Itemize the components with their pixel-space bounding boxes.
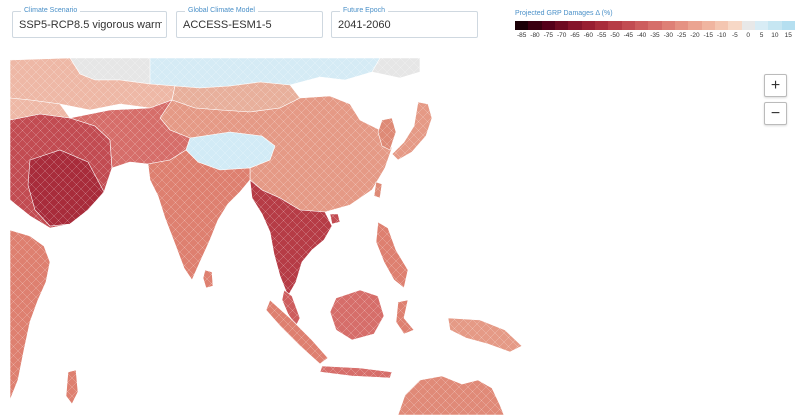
region-hainan (329, 213, 341, 225)
legend-tick-label: -30 (663, 32, 673, 39)
legend-swatch (634, 21, 649, 30)
legend-ticks: -85 -80 -75 -70 -65 -60 -55 -50 -45 -40 -35 -30 -25-… (515, 32, 795, 39)
legend-swatch (674, 21, 689, 30)
legend-swatch (594, 21, 609, 30)
legend-tick-label: -15 (703, 32, 713, 39)
legend-tick-label: -20 (690, 32, 700, 39)
legend-tick-label: -10 (716, 32, 727, 39)
legend-tick-label: -50 (610, 32, 620, 39)
legend-swatch (581, 21, 595, 30)
future-epoch-select[interactable]: Future Epoch 2041-2060 (331, 6, 478, 38)
zoom-in-button[interactable]: + (764, 74, 787, 97)
legend-swatch (554, 21, 569, 30)
legend-tick-label: -35 (650, 32, 660, 39)
legend-swatch (648, 21, 662, 30)
legend-tick-label: -25 (676, 32, 687, 39)
legend-swatch (728, 21, 742, 30)
legend-swatch (568, 21, 582, 30)
legend-swatch (608, 21, 622, 30)
climate-scenario-label: Climate Scenario (21, 6, 81, 16)
climate-scenario-value: SSP5-RCP8.5 vigorous warmi (19, 19, 162, 31)
legend-tick-label: -80 (530, 32, 540, 39)
climate-model-value: ACCESS-ESM1-5 (183, 19, 272, 31)
legend-swatch (688, 21, 702, 30)
legend-tick-label: -70 (556, 32, 567, 39)
legend-tick-label: -55 (596, 32, 607, 39)
legend-swatch (714, 21, 729, 30)
legend-tick-label: 0 (746, 32, 751, 39)
legend-swatch (754, 21, 769, 30)
legend-title: Projected GRP Damages Δ (%) (515, 10, 613, 17)
zoom-out-button[interactable]: − (764, 102, 787, 125)
legend-tick-label: -5 (732, 32, 738, 39)
legend: Projected GRP Damages Δ (%) -85 -80 -75 -70… (515, 8, 795, 39)
legend-swatch (781, 21, 795, 30)
climate-model-select[interactable]: Global Climate Model ACCESS-ESM1-5 (176, 6, 323, 38)
legend-swatch (741, 21, 755, 30)
legend-tick-label: 15 (784, 32, 792, 39)
legend-swatch (621, 21, 635, 30)
future-epoch-value: 2041-2060 (338, 19, 391, 31)
legend-tick-label: -75 (543, 32, 554, 39)
legend-swatch (661, 21, 675, 30)
legend-tick-label: -40 (636, 32, 647, 39)
legend-color-bar (515, 21, 795, 30)
legend-tick-label: -45 (623, 32, 633, 39)
legend-tick-label: -85 (516, 32, 527, 39)
future-epoch-label: Future Epoch (340, 6, 389, 16)
legend-swatch (515, 21, 529, 30)
legend-swatch (768, 21, 782, 30)
legend-tick-label: 10 (771, 32, 779, 39)
legend-swatch (541, 21, 555, 30)
legend-tick-label: 5 (759, 32, 764, 39)
legend-tick-label: -60 (583, 32, 593, 39)
legend-swatch (528, 21, 542, 30)
legend-tick-label: -65 (570, 32, 580, 39)
legend-swatch (701, 21, 715, 30)
climate-scenario-select[interactable]: Climate Scenario SSP5-RCP8.5 vigorous wa… (12, 6, 167, 38)
choropleth-map[interactable] (10, 58, 800, 415)
climate-model-label: Global Climate Model (185, 6, 258, 16)
